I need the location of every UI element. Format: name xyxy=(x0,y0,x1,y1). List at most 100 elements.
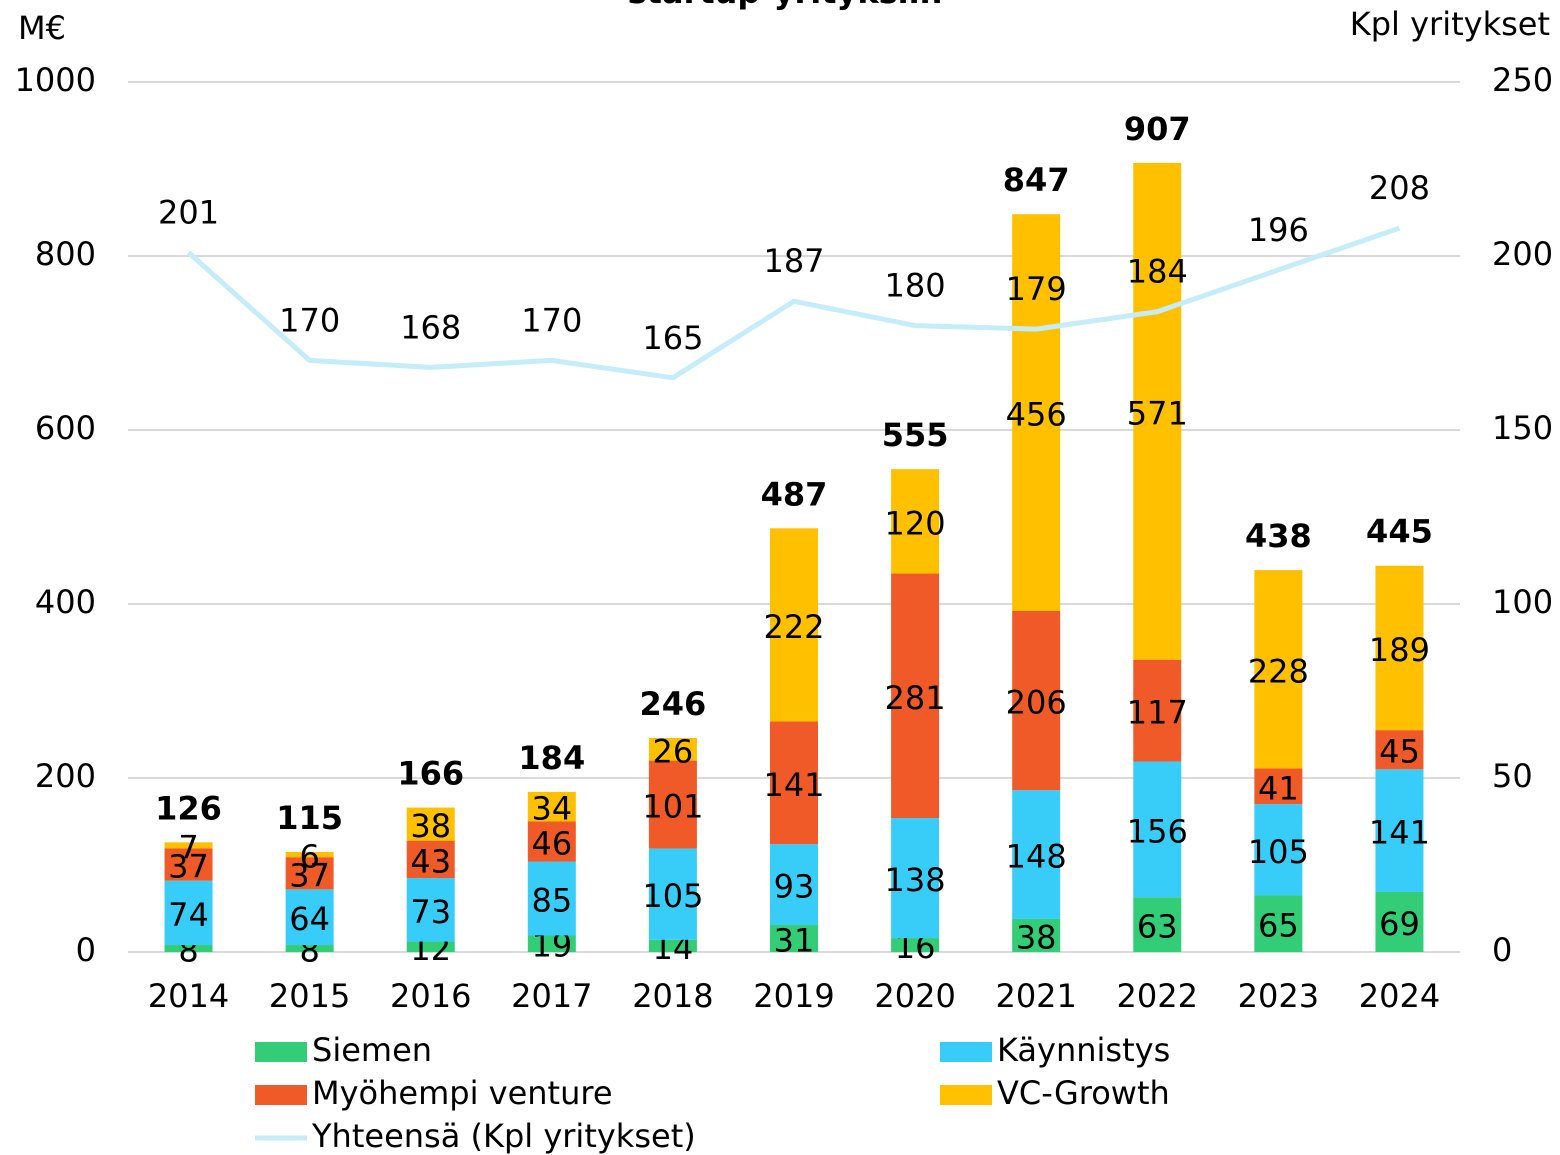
total-label: 115 xyxy=(276,799,343,837)
total-label: 438 xyxy=(1245,517,1312,555)
segment-label: 138 xyxy=(885,861,946,899)
bar-segment xyxy=(285,851,334,858)
segment-label: 73 xyxy=(410,893,451,931)
segment-label: 63 xyxy=(1137,908,1178,946)
segment-label: 6 xyxy=(299,838,319,876)
line-label: 187 xyxy=(763,242,824,280)
segment-label: 69 xyxy=(1379,905,1420,943)
segment-label: 120 xyxy=(885,504,946,542)
bar-segment xyxy=(285,889,334,946)
segment-label: 101 xyxy=(642,788,703,826)
y2-tick-label: 0 xyxy=(1492,931,1512,969)
bar-segment xyxy=(1133,659,1182,762)
bar-segment xyxy=(1254,768,1303,805)
bar-segment xyxy=(891,573,940,819)
total-label: 555 xyxy=(882,416,949,454)
y2-axis-label: Kpl yritykset xyxy=(1350,5,1550,43)
bar-segment xyxy=(527,821,576,862)
bar-segment xyxy=(406,840,455,879)
line-label: 196 xyxy=(1248,211,1309,249)
segment-label: 37 xyxy=(289,856,330,894)
segment-label: 281 xyxy=(885,679,946,717)
y2-tick-label: 200 xyxy=(1492,235,1553,273)
legend-label: Siemen xyxy=(312,1031,432,1069)
bar-segment xyxy=(891,818,940,939)
segment-label: 141 xyxy=(1369,814,1430,852)
line-label: 208 xyxy=(1369,169,1430,207)
bar-segment xyxy=(1133,162,1182,660)
y2-tick-label: 50 xyxy=(1492,757,1533,795)
bar-segment xyxy=(891,469,940,574)
bar-segment xyxy=(1012,610,1061,791)
bar-segment xyxy=(527,935,576,952)
legend-label: Yhteensä (Kpl yritykset) xyxy=(311,1117,696,1155)
y2-tick-label: 100 xyxy=(1492,583,1553,621)
line-label: 180 xyxy=(885,267,946,305)
segment-label: 456 xyxy=(1006,396,1067,434)
x-tick-label: 2020 xyxy=(874,977,955,1015)
bar-segment xyxy=(164,842,213,849)
segment-label: 156 xyxy=(1127,812,1188,850)
segment-label: 228 xyxy=(1248,652,1309,690)
bar-segment xyxy=(285,945,334,952)
total-label: 907 xyxy=(1124,110,1191,148)
legend-swatch xyxy=(255,1085,307,1105)
y-tick-label: 800 xyxy=(35,235,96,273)
line-label: 179 xyxy=(1006,270,1067,308)
bar-segment xyxy=(770,844,818,926)
bar-segment xyxy=(770,528,818,722)
y-tick-label: 400 xyxy=(35,583,96,621)
x-tick-label: 2019 xyxy=(753,977,834,1015)
x-tick-label: 2021 xyxy=(995,977,1076,1015)
bar-segment xyxy=(1012,918,1061,952)
bar-segment xyxy=(164,880,213,946)
x-tick-label: 2024 xyxy=(1359,977,1440,1015)
line-label: 184 xyxy=(1127,253,1188,291)
segment-label: 45 xyxy=(1379,733,1420,771)
segment-label: 148 xyxy=(1006,838,1067,876)
total-label: 184 xyxy=(518,739,585,777)
bar-segment xyxy=(406,941,455,952)
line-label: 165 xyxy=(642,319,703,357)
bar-segment xyxy=(1375,730,1424,770)
segment-label: 85 xyxy=(531,881,572,919)
legend-label: VC-Growth xyxy=(997,1074,1170,1112)
segment-label: 41 xyxy=(1258,769,1299,807)
y-tick-label: 200 xyxy=(35,757,96,795)
bar-segment xyxy=(1375,769,1424,892)
segment-label: 64 xyxy=(289,900,330,938)
segment-label: 189 xyxy=(1369,631,1430,669)
y-axis-label: M€ xyxy=(18,9,66,47)
segment-label: 141 xyxy=(763,766,824,804)
bar-segment xyxy=(648,939,697,952)
bar-segment xyxy=(164,945,213,952)
bar-segment xyxy=(770,721,818,845)
segment-label: 46 xyxy=(531,825,572,863)
y-tick-label: 1000 xyxy=(15,61,96,99)
line-label: 168 xyxy=(400,308,461,346)
segment-label: 571 xyxy=(1127,394,1188,432)
segment-label: 7 xyxy=(178,828,198,866)
segment-label: 65 xyxy=(1258,907,1299,945)
bar-segment xyxy=(1375,565,1424,731)
bar-segment xyxy=(648,737,697,761)
line-label: 201 xyxy=(158,194,219,232)
bar-segment xyxy=(527,861,576,936)
bar-segment xyxy=(285,857,334,890)
y2-tick-label: 250 xyxy=(1492,61,1553,99)
bar-segment xyxy=(164,848,213,881)
bar-segment xyxy=(406,807,455,841)
segment-label: 26 xyxy=(653,732,694,770)
x-tick-label: 2022 xyxy=(1117,977,1198,1015)
total-label: 487 xyxy=(761,475,828,513)
x-tick-label: 2016 xyxy=(390,977,471,1015)
segment-label: 117 xyxy=(1127,694,1188,732)
bar-segment xyxy=(1012,790,1061,919)
total-label: 166 xyxy=(397,755,464,793)
bar-segment xyxy=(648,760,697,849)
legend-label: Käynnistys xyxy=(997,1031,1170,1069)
x-tick-label: 2017 xyxy=(511,977,592,1015)
segment-label: 74 xyxy=(168,896,209,934)
legend-swatch xyxy=(940,1042,992,1062)
